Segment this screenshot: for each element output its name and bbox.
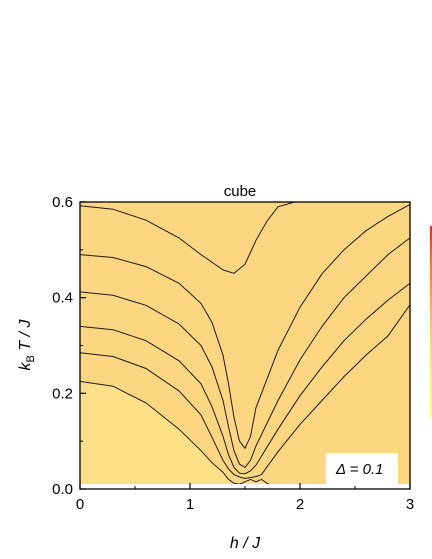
x-axis-ticks: 0 1 2 3 (76, 483, 414, 513)
y-tick-label: 0.4 (52, 290, 73, 307)
contour-line-1 (80, 202, 297, 274)
x-axis-label: h / J (230, 535, 261, 552)
contour-band-6 (80, 202, 410, 489)
y-tick-label: 0.6 (52, 194, 73, 211)
contour-lines (80, 202, 410, 489)
contour-line-5 (80, 304, 410, 480)
contour-line-4 (80, 282, 410, 475)
x-tick-label: 3 (406, 496, 414, 513)
x-tick-label: 2 (296, 496, 304, 513)
y-tick-label: 0.0 (52, 481, 73, 498)
y-tick-label: 0.2 (52, 385, 73, 402)
contour-line-2 (80, 203, 410, 450)
contour-line-6 (80, 380, 279, 489)
x-tick-label: 0 (76, 496, 84, 513)
chart-title: cube (224, 183, 257, 200)
annotation-box (326, 453, 398, 484)
y-axis-label: kB T / J (17, 319, 37, 371)
x-tick-label: 1 (186, 496, 194, 513)
annotation-text: Δ = 0.1 (335, 461, 383, 478)
contour-line-3 (80, 237, 410, 469)
contour-bands (80, 202, 410, 489)
y-axis-ticks: 0.0 0.2 0.4 0.6 (52, 194, 86, 498)
colorbar (430, 226, 432, 418)
